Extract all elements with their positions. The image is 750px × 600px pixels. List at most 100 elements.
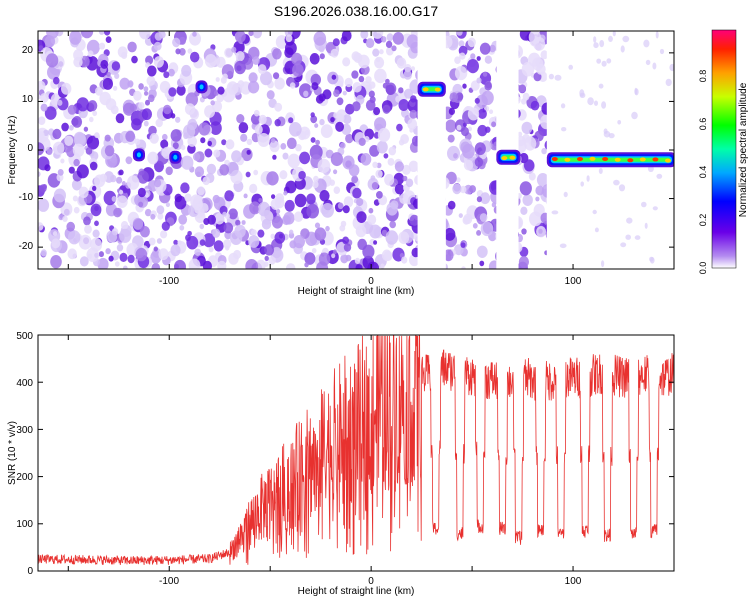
noise-blob: [184, 103, 196, 115]
noise-blob: [234, 224, 246, 238]
noise-blob: [606, 58, 612, 64]
noise-blob: [222, 87, 236, 103]
noise-blob: [516, 135, 526, 147]
noise-blob: [272, 48, 282, 60]
noise-blob: [38, 116, 46, 125]
noise-blob: [38, 142, 45, 156]
noise-blob: [476, 56, 481, 61]
noise-blob: [365, 76, 372, 84]
noise-blob: [127, 41, 137, 53]
noise-blob: [241, 220, 246, 225]
noise-blob: [183, 124, 196, 139]
noise-blob: [476, 77, 482, 84]
noise-blob: [138, 83, 144, 90]
noise-blob: [379, 49, 384, 55]
noise-blob: [287, 153, 301, 169]
noise-blob: [380, 263, 385, 269]
noise-blob: [358, 137, 366, 146]
noise-blob: [456, 124, 462, 131]
noise-blob: [394, 183, 405, 195]
noise-blob: [288, 117, 294, 124]
noise-blob: [341, 31, 352, 42]
colorbar-tick-04: 0.4: [698, 166, 708, 179]
feature-hotspot: [501, 156, 508, 161]
noise-blob: [373, 31, 378, 37]
noise-blob: [456, 177, 461, 183]
noise-blob: [332, 38, 340, 47]
colorbar-tick-0: 0.0: [698, 262, 708, 275]
noise-blob: [470, 80, 480, 91]
noise-blob: [377, 127, 391, 143]
noise-blob: [221, 139, 227, 146]
noise-blob: [132, 217, 144, 230]
noise-blob: [641, 201, 647, 208]
noise-blob: [146, 75, 156, 86]
noise-blob: [372, 48, 380, 57]
spectrogram-x-tick-neg100: -100: [159, 276, 179, 287]
noise-blob: [398, 87, 404, 94]
noise-blob: [257, 133, 270, 147]
noise-blob: [331, 74, 337, 80]
noise-blob: [369, 96, 376, 104]
noise-blob: [271, 216, 283, 229]
snr-y-tick-100: 100: [16, 519, 33, 530]
noise-blob: [89, 116, 94, 123]
noise-blob: [127, 254, 135, 264]
spectrogram-x-tick-100: 100: [565, 276, 582, 287]
noise-blob: [66, 221, 75, 232]
noise-blob: [360, 31, 369, 39]
noise-blob: [243, 193, 248, 199]
noise-blob: [228, 208, 238, 220]
noise-blob: [251, 229, 257, 236]
noise-blob: [107, 231, 118, 243]
noise-blob: [644, 222, 648, 229]
noise-blob: [408, 160, 419, 172]
noise-blob: [489, 44, 496, 53]
noise-blob: [351, 175, 359, 184]
noise-blob: [253, 169, 259, 176]
noise-blob: [559, 243, 567, 249]
noise-blob: [116, 176, 123, 184]
noise-blob: [467, 126, 472, 132]
noise-blob: [165, 166, 173, 176]
noise-blob: [180, 144, 186, 151]
noise-blob: [634, 87, 638, 95]
noise-blob: [447, 145, 460, 161]
noise-blob: [202, 233, 216, 248]
noise-blob: [235, 31, 246, 43]
noise-blob: [292, 63, 304, 77]
noise-blob: [235, 51, 245, 62]
noise-blob: [125, 130, 136, 142]
noise-blob: [401, 256, 408, 264]
noise-blob: [289, 229, 294, 235]
noise-blob: [375, 169, 383, 179]
snr-series: [38, 335, 674, 566]
noise-blob: [373, 107, 381, 116]
noise-blob: [193, 152, 201, 161]
noise-blob: [656, 173, 663, 179]
noise-blob: [137, 187, 146, 198]
noise-blob: [310, 115, 318, 124]
noise-blob: [228, 83, 233, 89]
noise-blob: [333, 186, 341, 194]
noise-blob: [283, 190, 288, 196]
noise-blob: [454, 244, 464, 256]
noise-blob: [480, 192, 491, 205]
noise-blob: [612, 31, 616, 37]
noise-blob: [80, 31, 94, 39]
noise-blob: [394, 161, 404, 172]
noise-blob: [491, 202, 497, 208]
noise-blob: [60, 82, 72, 95]
noise-blob: [60, 158, 65, 164]
noise-blob: [655, 31, 659, 39]
noise-blob: [331, 253, 336, 259]
noise-blob: [620, 242, 627, 248]
noise-blob: [586, 175, 590, 182]
noise-blob: [198, 122, 211, 136]
noise-blob: [92, 185, 97, 191]
noise-blob: [289, 82, 296, 89]
noise-blob: [120, 221, 129, 230]
noise-blob: [523, 159, 535, 172]
feature-hotspot: [627, 158, 634, 163]
noise-blob: [311, 248, 317, 254]
